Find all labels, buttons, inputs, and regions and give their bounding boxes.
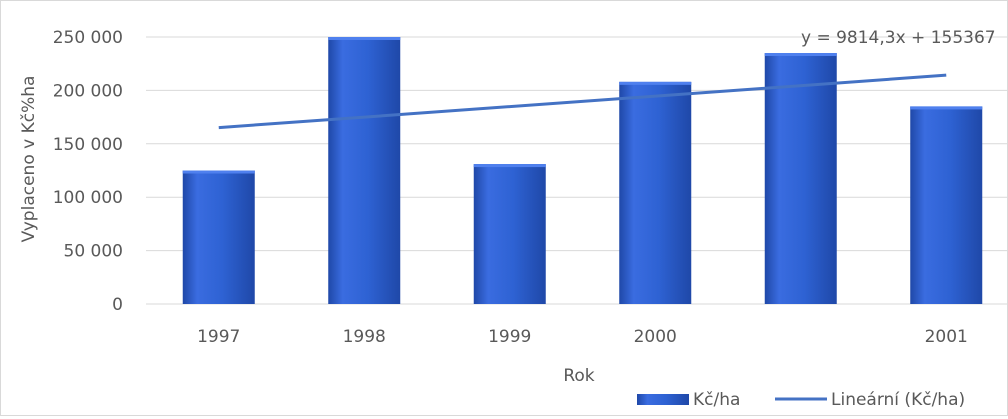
trendline-layer: [218, 73, 947, 130]
legend-swatch-bars: [637, 394, 689, 405]
bar: [764, 53, 837, 304]
bar: [182, 170, 255, 304]
y-tick-label: 250 000: [53, 28, 123, 48]
bar: [328, 37, 401, 304]
y-tick-label: 200 000: [53, 81, 123, 101]
x-tick-label: 1998: [343, 327, 386, 347]
y-tick-label: 50 000: [64, 242, 123, 262]
bar-top-highlight: [764, 53, 837, 57]
bar-top-highlight: [182, 170, 255, 174]
legend-label-bars: Kč/ha: [693, 390, 740, 410]
x-tick-label: 1997: [197, 327, 240, 347]
bar-top-highlight: [473, 164, 546, 168]
x-axis-ticks: 1997 1998 1999 2000 2001: [197, 327, 968, 347]
bar: [473, 164, 546, 304]
trendline: [218, 73, 947, 130]
y-axis-ticks: 0 50 000 100 000 150 000 200 000 250 000: [53, 28, 123, 315]
bar-top-highlight: [619, 81, 692, 85]
legend: Kč/ha Lineární (Kč/ha): [637, 390, 965, 410]
x-tick-label: 2000: [634, 327, 677, 347]
y-axis-label: Vyplaceno v Kč%ha: [19, 76, 39, 243]
gridlines: [146, 36, 1007, 305]
trendline-equation: y = 9814,3x + 155367: [801, 28, 996, 48]
x-tick-label: 1999: [488, 327, 531, 347]
bar: [910, 106, 983, 304]
x-tick-label: 2001: [925, 327, 968, 347]
bar-top-highlight: [328, 37, 401, 40]
y-tick-label: 150 000: [53, 135, 123, 155]
y-tick-label: 0: [112, 295, 123, 315]
legend-label-trendline: Lineární (Kč/ha): [831, 390, 965, 410]
bar-top-highlight: [910, 106, 983, 110]
bar: [619, 81, 692, 304]
bars: [182, 37, 983, 304]
x-axis-label: Rok: [563, 366, 594, 386]
y-tick-label: 100 000: [53, 188, 123, 208]
